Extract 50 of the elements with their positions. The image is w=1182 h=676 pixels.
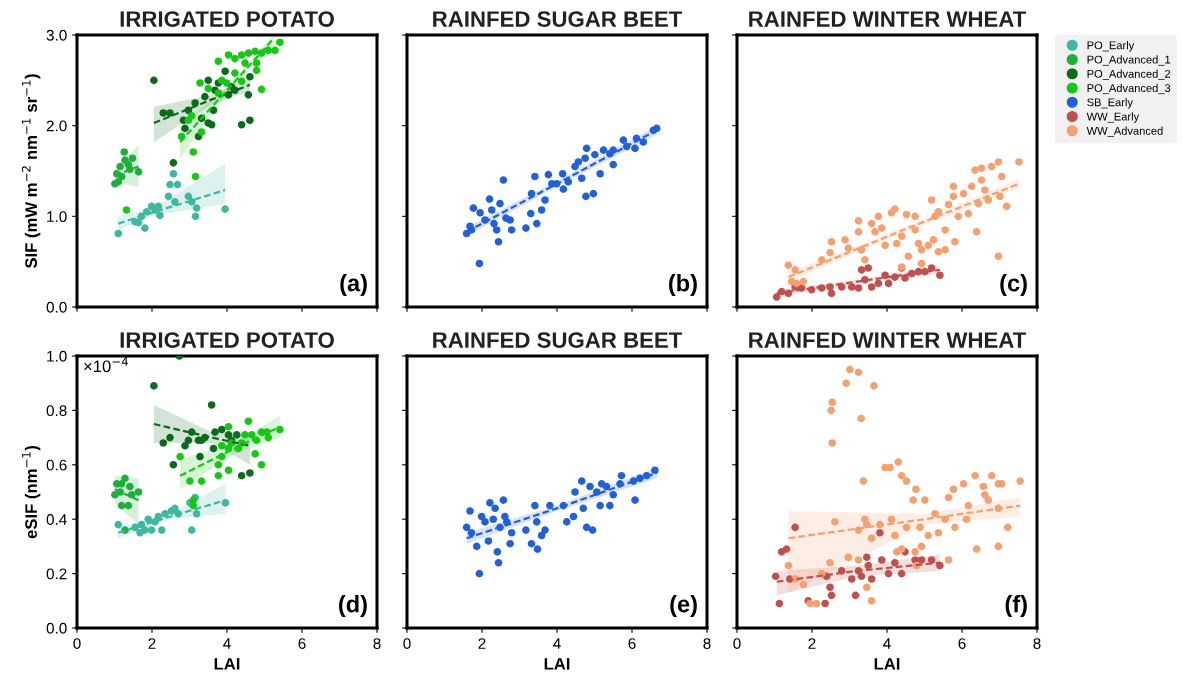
y-tick-label: 1.0 <box>47 211 67 223</box>
y-tick-label: 0.6 <box>46 459 67 471</box>
annotation: (c) <box>1000 274 1027 297</box>
x-tick-label: 8 <box>373 638 381 649</box>
annotation: (b) <box>669 274 697 297</box>
x-tick-label: 8 <box>1033 638 1041 649</box>
y-tick-label: 0.8 <box>46 405 67 417</box>
annotation: (a) <box>340 274 367 297</box>
x-axis-title: LAI <box>214 658 240 670</box>
legend-label: PO_Advanced_3 <box>1087 83 1171 95</box>
y-tick-label: 0.0 <box>46 622 67 634</box>
x-tick-label: 4 <box>553 638 561 649</box>
y-tick-label: 0.4 <box>46 514 67 525</box>
chart-title: RAINFED WINTER WHEAT <box>749 11 1027 27</box>
legend-label: WW_Early <box>1086 112 1140 123</box>
x-tick-label: 0 <box>733 638 741 649</box>
x-axis-title: LAI <box>544 658 570 670</box>
annotation: (d) <box>339 595 367 618</box>
legend-label: WW_Advanced <box>1086 126 1163 137</box>
y-tick-label: 0.2 <box>46 568 67 580</box>
chart-title: RAINFED SUGAR BEET <box>433 332 683 348</box>
legend-label: PO_Advanced_2 <box>1087 69 1171 80</box>
x-tick-label: 4 <box>223 638 231 649</box>
legend-label: SB_Early <box>1087 98 1133 109</box>
x-tick-label: 4 <box>883 638 891 649</box>
legend-label: PO_Early <box>1087 41 1135 52</box>
x-tick-label: 2 <box>148 638 156 649</box>
y-tick-label: 1.0 <box>47 350 67 362</box>
x-tick-label: 8 <box>703 638 711 649</box>
chart-title: IRRIGATED POTATO <box>120 11 334 27</box>
annotation: (f) <box>1005 595 1027 618</box>
legend-label: PO_Advanced_1 <box>1087 55 1171 66</box>
annotation: (e) <box>670 595 697 618</box>
x-tick-label: 2 <box>808 638 816 649</box>
x-axis-title: LAI <box>874 658 900 670</box>
y-axis-title: SIF (mW m$^{−2}$ nm$^{−1}$ sr$^{−1}$) <box>21 74 41 269</box>
x-tick-label: 6 <box>958 638 966 649</box>
x-tick-label: 0 <box>403 638 411 649</box>
y-tick-label: 2.0 <box>46 120 67 132</box>
y-tick-label: 0.0 <box>46 301 67 313</box>
x-tick-label: 6 <box>298 638 306 649</box>
x-tick-label: 6 <box>628 638 636 649</box>
y-axis-title: eSIF (nm$^{−1}$) <box>21 446 41 539</box>
y-tick-label: 3.0 <box>46 29 67 41</box>
annotation: ×10$^{−4}$ <box>84 357 128 373</box>
chart-title: RAINFED SUGAR BEET <box>433 11 683 27</box>
chart-title: IRRIGATED POTATO <box>120 332 334 348</box>
x-tick-label: 0 <box>73 638 81 649</box>
chart-title: RAINFED WINTER WHEAT <box>749 332 1027 348</box>
x-tick-label: 2 <box>478 638 486 649</box>
